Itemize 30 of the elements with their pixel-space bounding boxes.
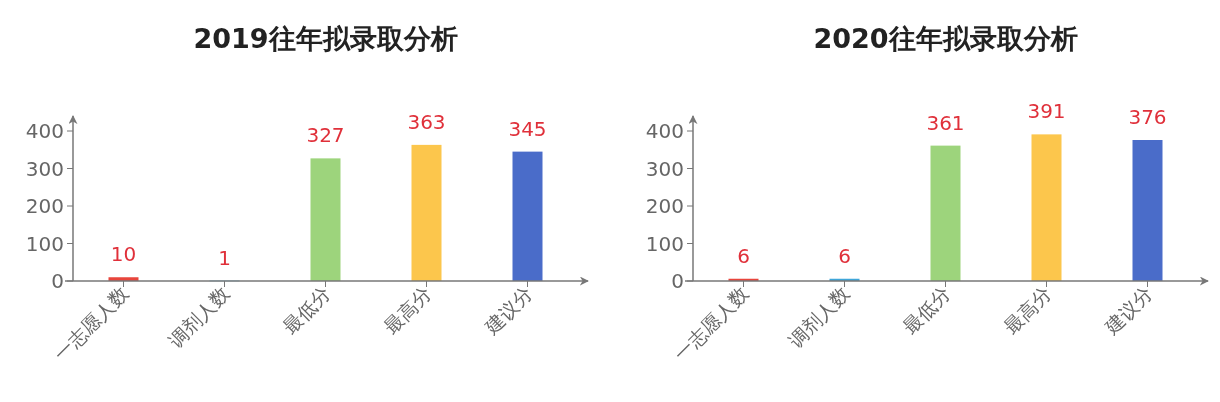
data-label: 6 (737, 243, 750, 268)
data-label: 361 (926, 110, 965, 135)
x-tick-label: 最低分 (278, 282, 335, 339)
y-tick-label: 400 (645, 119, 684, 143)
x-tick-label: 调剂人数 (164, 282, 234, 352)
data-label: 327 (306, 123, 345, 148)
y-tick-label: 400 (25, 119, 64, 143)
y-tick-label: 100 (25, 231, 64, 256)
data-label: 6 (838, 243, 851, 268)
data-label: 1 (218, 245, 231, 270)
x-tick-label: 建议分 (479, 282, 537, 339)
x-tick-label: 最高分 (999, 282, 1056, 339)
data-label: 10 (110, 242, 137, 267)
data-label: 345 (508, 116, 547, 141)
x-tick-label: 最低分 (898, 282, 955, 339)
chart-title: 2019往年拟录取分析 (193, 23, 458, 54)
data-label: 363 (407, 109, 446, 134)
x-tick-label: 建议分 (1099, 282, 1157, 339)
y-tick-label: 100 (645, 231, 684, 256)
y-tick-label: 300 (645, 156, 684, 181)
x-tick-label: 最高分 (379, 282, 436, 339)
chart-title: 2020往年拟录取分析 (813, 23, 1078, 54)
x-tick-label: 调剂人数 (784, 282, 854, 352)
y-tick-label: 200 (25, 194, 64, 218)
y-tick-label: 0 (51, 269, 64, 293)
data-label: 376 (1128, 105, 1167, 129)
data-label: 391 (1027, 99, 1066, 124)
y-tick-label: 300 (25, 156, 64, 181)
y-tick-label: 200 (645, 194, 684, 218)
y-tick-label: 0 (671, 269, 684, 293)
